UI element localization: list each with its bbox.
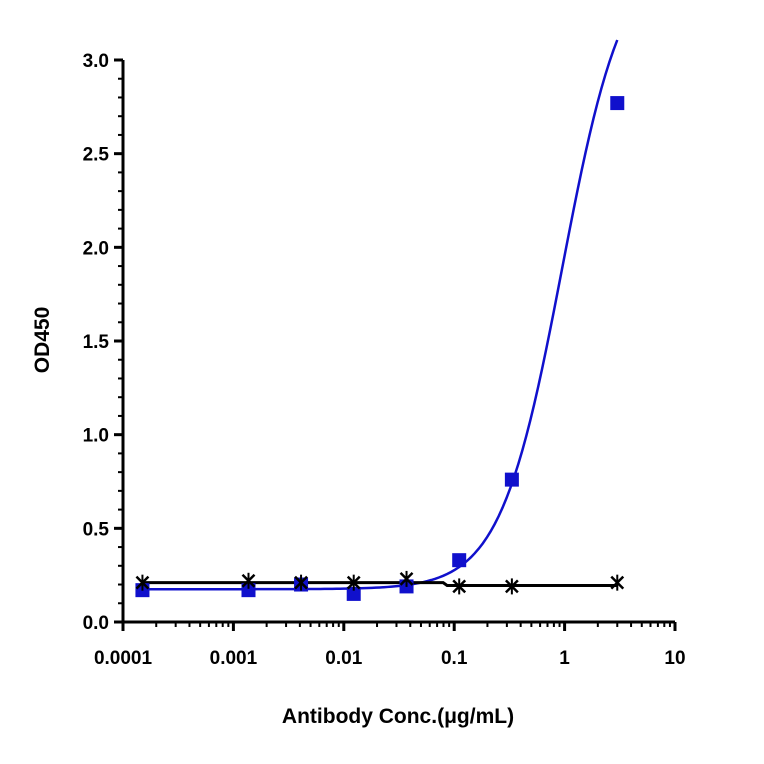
cross-marker [294, 574, 308, 591]
square-marker [346, 586, 361, 601]
data-markers [135, 96, 625, 601]
x-tick-label: 0.1 [441, 648, 468, 669]
cross-marker [241, 572, 256, 589]
axes: 0.0001 0.001 0.01 0.1 1 10 0.0 0.5 1.0 1.5 2.0 2.5… [83, 51, 686, 669]
plot-area [135, 39, 625, 601]
fit-curve-2 [142, 581, 618, 587]
x-tick-label: 1 [559, 648, 570, 669]
fit-curves [142, 39, 619, 591]
y-tick-label: 0.0 [83, 613, 109, 634]
x-ticks: 0.0001 0.001 0.01 0.1 1 10 [94, 622, 686, 669]
y-tick-label: 2.0 [83, 238, 109, 259]
cross-marker [135, 574, 150, 591]
y-tick-label: 3.0 [83, 51, 109, 72]
x-tick-label: 0.0001 [94, 648, 153, 669]
y-tick-label: 2.5 [83, 145, 110, 166]
y-axis-title: OD450 [31, 307, 54, 374]
square-marker [241, 583, 256, 598]
cross-marker [504, 578, 519, 595]
x-tick-label: 0.001 [210, 648, 258, 669]
x-axis-title: Antibody Conc.(μg/mL) [282, 705, 514, 728]
cross-marker [399, 570, 414, 587]
fit-curve-1 [142, 39, 619, 591]
x-tick-label: 10 [664, 648, 685, 669]
square-marker [504, 472, 519, 487]
cross-marker [346, 574, 361, 591]
y-ticks: 0.0 0.5 1.0 1.5 2.0 2.5 3.0 [83, 51, 123, 634]
cross-marker [452, 578, 467, 595]
cross-marker [610, 574, 625, 591]
y-tick-label: 0.5 [83, 519, 110, 540]
x-tick-label: 0.01 [325, 648, 362, 669]
y-tick-label: 1.5 [83, 332, 110, 353]
y-tick-label: 1.0 [83, 426, 109, 447]
square-marker [610, 96, 625, 111]
square-marker [452, 553, 467, 568]
